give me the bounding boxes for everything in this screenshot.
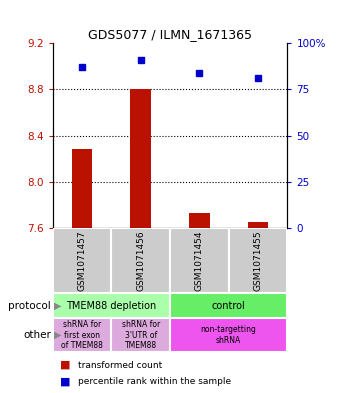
Bar xyxy=(170,228,228,293)
Text: GSM1071456: GSM1071456 xyxy=(136,230,145,291)
Text: transformed count: transformed count xyxy=(78,360,163,369)
Text: ▶: ▶ xyxy=(54,330,62,340)
Bar xyxy=(170,293,287,318)
Bar xyxy=(53,318,112,352)
Bar xyxy=(131,89,151,228)
Text: GSM1071455: GSM1071455 xyxy=(254,230,262,291)
Bar xyxy=(229,228,287,293)
Text: GSM1071457: GSM1071457 xyxy=(78,230,86,291)
Text: GSM1071454: GSM1071454 xyxy=(195,230,204,290)
Text: non-targetting
shRNA: non-targetting shRNA xyxy=(201,325,257,345)
Text: ■: ■ xyxy=(59,360,70,370)
Text: TMEM88 depletion: TMEM88 depletion xyxy=(66,301,156,310)
Text: shRNA for
3'UTR of
TMEM88: shRNA for 3'UTR of TMEM88 xyxy=(122,320,160,350)
Bar xyxy=(112,318,170,352)
Text: ▶: ▶ xyxy=(54,301,62,310)
Bar xyxy=(189,213,209,228)
Text: ■: ■ xyxy=(59,377,70,387)
Text: other: other xyxy=(23,330,51,340)
Title: GDS5077 / ILMN_1671365: GDS5077 / ILMN_1671365 xyxy=(88,28,252,40)
Bar xyxy=(72,149,92,228)
Bar xyxy=(53,228,112,293)
Bar xyxy=(112,228,170,293)
Bar xyxy=(170,318,287,352)
Text: percentile rank within the sample: percentile rank within the sample xyxy=(78,377,231,386)
Text: control: control xyxy=(212,301,245,310)
Bar xyxy=(53,293,170,318)
Text: shRNA for
first exon
of TMEM88: shRNA for first exon of TMEM88 xyxy=(61,320,103,350)
Text: protocol: protocol xyxy=(8,301,51,310)
Bar xyxy=(248,222,268,228)
